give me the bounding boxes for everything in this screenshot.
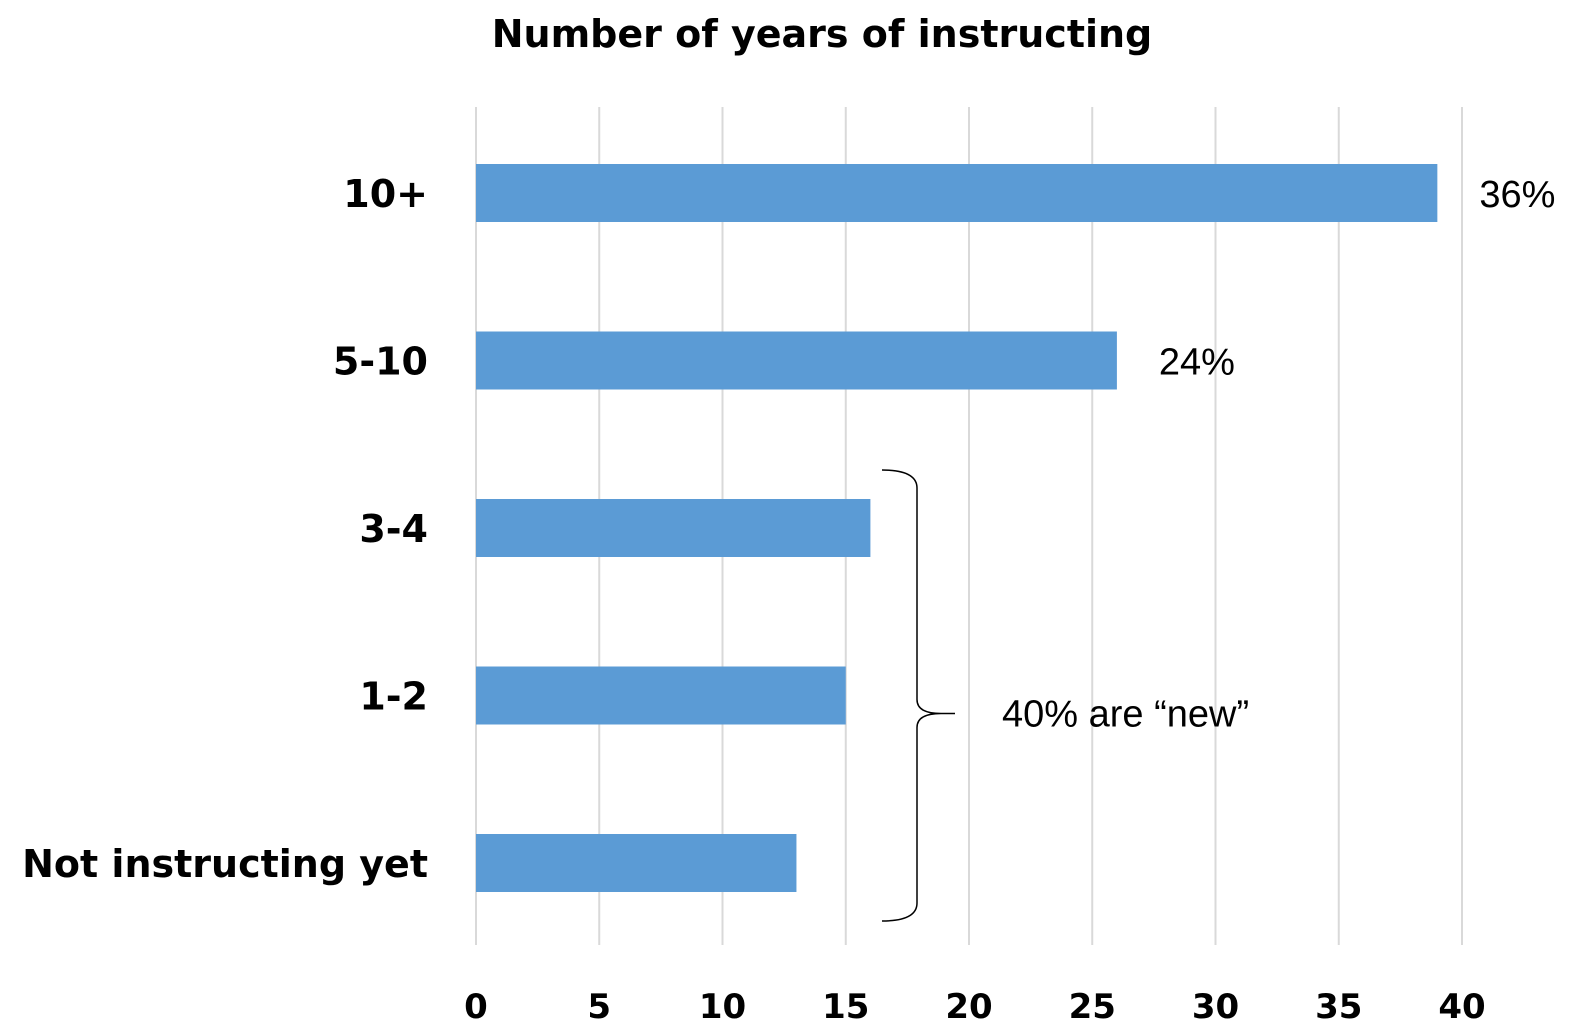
x-tick-label-15: 15 <box>822 987 869 1027</box>
category-labels: 10+ 5-10 3-4 1-2 Not instructing yet <box>22 172 428 886</box>
x-tick-label-30: 30 <box>1192 987 1239 1027</box>
category-label-10: 10+ <box>343 172 428 216</box>
bar-3-4 <box>476 499 871 557</box>
data-label-5-10: 24% <box>1159 342 1235 384</box>
x-axis-tick-labels: 0 5 10 15 20 25 30 35 40 <box>464 987 1486 1027</box>
x-tick-label-0: 0 <box>464 987 488 1027</box>
annotation-label: 40% are “new” <box>1002 694 1249 736</box>
chart-title: Number of years of instructing <box>492 12 1153 56</box>
bars <box>476 164 1438 892</box>
x-tick-label-20: 20 <box>945 987 992 1027</box>
gridlines <box>475 107 1463 945</box>
x-tick-label-40: 40 <box>1438 987 1485 1027</box>
annotation-brace <box>881 469 955 922</box>
x-tick-label-5: 5 <box>587 987 611 1027</box>
category-label-3-4: 3-4 <box>359 507 428 551</box>
bar-5-10 <box>476 331 1117 390</box>
x-tick-label-35: 35 <box>1315 987 1362 1027</box>
bar-1-2 <box>476 666 846 725</box>
data-labels: 36% 24% <box>1159 174 1556 384</box>
bar-not-instructing-yet <box>476 834 797 892</box>
bar-10 <box>476 164 1438 222</box>
annotation: 40% are “new” <box>881 469 1249 922</box>
data-label-10: 36% <box>1479 174 1555 216</box>
x-tick-label-25: 25 <box>1069 987 1116 1027</box>
category-label-not-instructing-yet: Not instructing yet <box>22 842 428 886</box>
x-tick-label-10: 10 <box>699 987 746 1027</box>
category-label-1-2: 1-2 <box>359 675 428 719</box>
category-label-5-10: 5-10 <box>333 340 428 384</box>
